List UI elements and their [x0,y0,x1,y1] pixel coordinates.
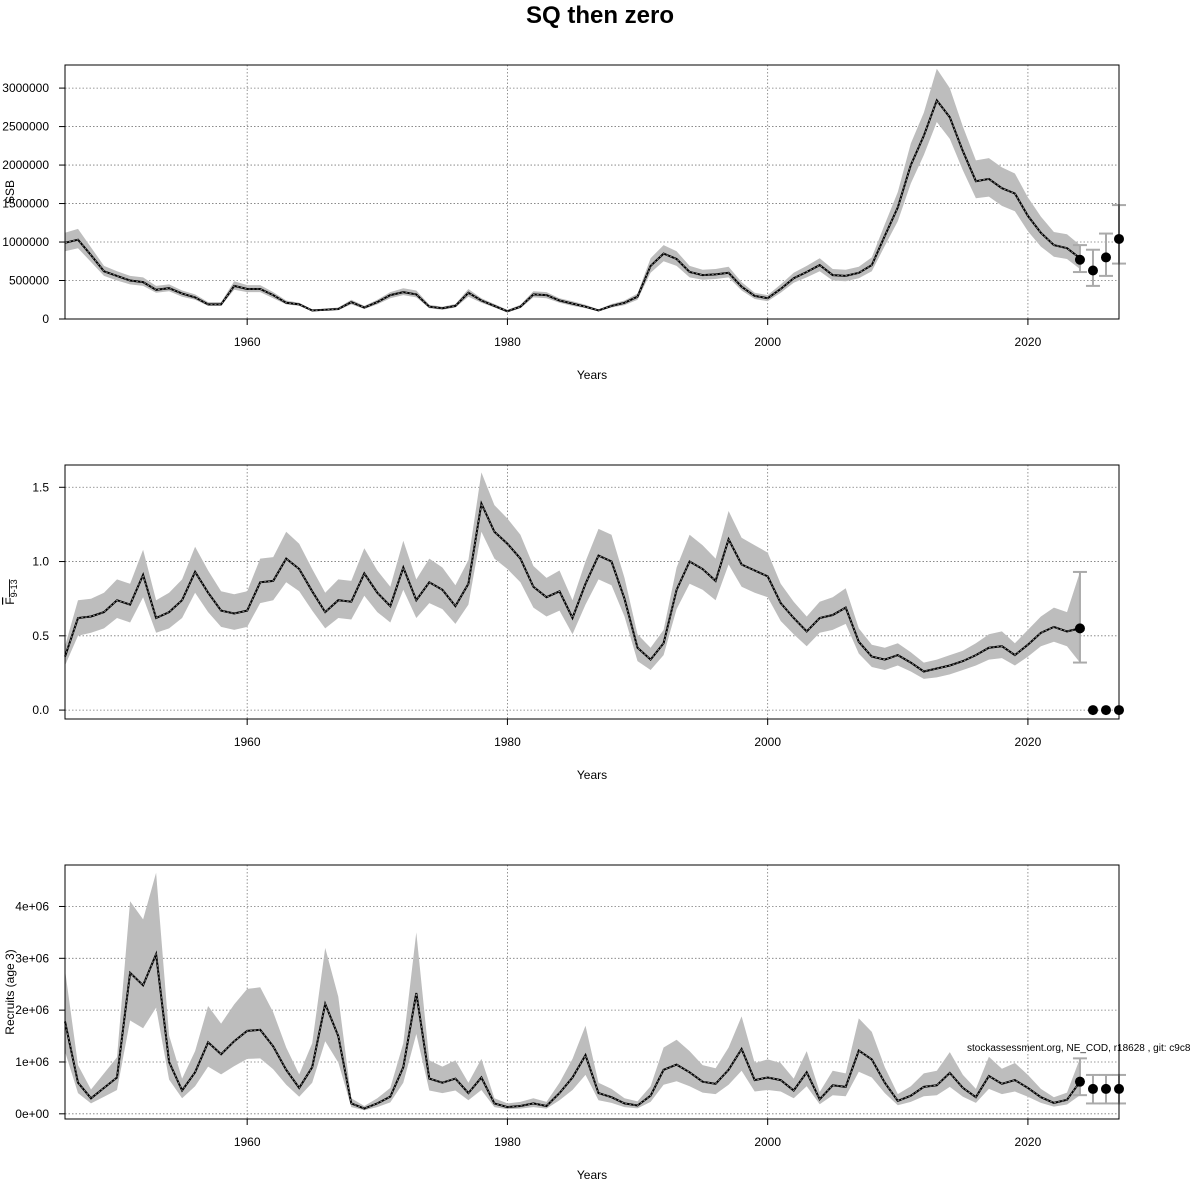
y-tick-label: 500000 [9,274,49,288]
forecast-point [1100,705,1111,716]
panel-2: 1960 1980 2000 2020 0.0 0.5 1.0 1.5 Years F9-13 [3,464,1124,782]
forecast-point [1074,623,1085,634]
y-axis-title-subscript: 9-13 [9,579,19,597]
forecast-point [1100,252,1111,263]
plot-frame [64,864,1120,1120]
series-line-dash [64,99,1081,312]
x-tick-label: 1960 [234,335,261,349]
x-tick-label: 1980 [494,335,521,349]
y-tick-label: 1e+06 [15,1055,49,1069]
y-tick-label: 1500000 [2,197,49,211]
x-axis-title: Years [577,768,607,782]
series-line-dash [64,952,1081,1110]
y-tick-label: 4e+06 [15,899,49,913]
x-axis-title: Years [577,1168,607,1182]
y-tick-label: 0 [42,312,49,326]
credit-text: stockassessment.org, NE_COD, r18628 , gi… [967,1043,1191,1054]
x-tick-label: 2000 [754,335,781,349]
confidence-band [65,872,1080,1111]
plot-frame [64,464,1120,720]
series-line [64,500,1081,673]
x-tick-label: 2020 [1015,1135,1042,1149]
y-tick-label: 2500000 [2,120,49,134]
forecast-point [1074,1076,1085,1087]
y-tick-label: 3e+06 [15,951,49,965]
chart-title: SQ then zero [525,2,675,29]
y-axis-title: Recruits (age 3) [3,949,17,1034]
forecast-point [1074,254,1085,265]
x-tick-label: 1960 [234,735,261,749]
y-axis-title: F9-13 [3,579,19,604]
y-tick-label: 1.5 [32,480,49,494]
x-axis-title: Years [577,368,607,382]
y-tick-label: 3000000 [2,81,49,95]
plot-frame [64,64,1120,320]
confidence-band [65,68,1080,313]
forecast-point [1087,265,1098,276]
x-tick-label: 2020 [1015,335,1042,349]
x-tick-label: 1980 [494,735,521,749]
forecast-point [1087,705,1098,716]
panel-1: 1960 1980 2000 2020 0 500000 1000000 1500000 200… [2,64,1126,382]
y-tick-label: 0.0 [32,703,49,717]
x-tick-label: 2020 [1015,735,1042,749]
x-tick-label: 2000 [754,735,781,749]
y-tick-label: 1.0 [32,555,49,569]
forecast-point [1087,1083,1098,1094]
x-tick-label: 1980 [494,1135,521,1149]
y-tick-label: 1000000 [2,235,49,249]
forecast-point [1100,1083,1111,1094]
confidence-band [65,472,1080,679]
panel-3: 1960 1980 2000 2020 0e+00 1e+06 2e+06 3e+06 4e+0… [3,864,1126,1182]
y-tick-label: 2000000 [2,158,49,172]
y-tick-label: 2e+06 [15,1003,49,1017]
x-tick-label: 1960 [234,1135,261,1149]
x-tick-label: 2000 [754,1135,781,1149]
y-tick-label: 0e+00 [15,1107,49,1121]
y-tick-label: 0.5 [32,629,49,643]
y-axis-title: SSB [3,180,17,204]
